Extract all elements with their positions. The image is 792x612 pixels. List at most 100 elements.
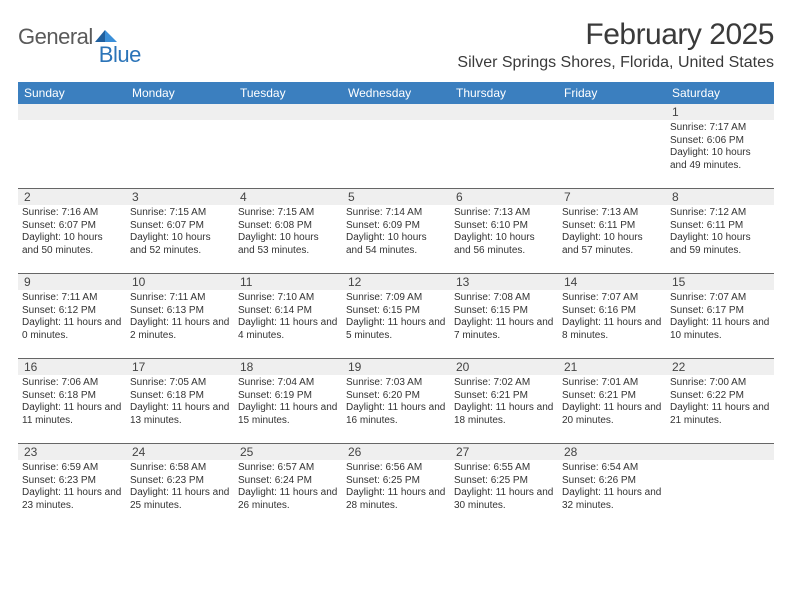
day-number: 28 [558, 444, 666, 460]
week-row: 1Sunrise: 7:17 AMSunset: 6:06 PMDaylight… [18, 104, 774, 189]
day-number: 27 [450, 444, 558, 460]
sunset-line: Sunset: 6:09 PM [346, 220, 446, 233]
top-row: General Blue February 2025 Silver Spring… [18, 18, 774, 72]
empty-day-band [666, 444, 774, 460]
day-cell: 23Sunrise: 6:59 AMSunset: 6:23 PMDayligh… [18, 444, 126, 528]
sunset-line: Sunset: 6:23 PM [130, 475, 230, 488]
day-detail: Sunrise: 7:13 AMSunset: 6:10 PMDaylight:… [454, 207, 554, 257]
daylight-line: Daylight: 10 hours and 50 minutes. [22, 232, 122, 257]
sunrise-line: Sunrise: 7:06 AM [22, 377, 122, 390]
sunrise-line: Sunrise: 7:03 AM [346, 377, 446, 390]
day-detail: Sunrise: 7:16 AMSunset: 6:07 PMDaylight:… [22, 207, 122, 257]
day-detail: Sunrise: 7:17 AMSunset: 6:06 PMDaylight:… [670, 122, 770, 172]
day-cell: 28Sunrise: 6:54 AMSunset: 6:26 PMDayligh… [558, 444, 666, 528]
day-cell: 18Sunrise: 7:04 AMSunset: 6:19 PMDayligh… [234, 359, 342, 443]
daylight-line: Daylight: 10 hours and 53 minutes. [238, 232, 338, 257]
day-cell: 13Sunrise: 7:08 AMSunset: 6:15 PMDayligh… [450, 274, 558, 358]
day-number: 23 [18, 444, 126, 460]
day-cell: 12Sunrise: 7:09 AMSunset: 6:15 PMDayligh… [342, 274, 450, 358]
empty-day-band [558, 104, 666, 120]
day-cell: 20Sunrise: 7:02 AMSunset: 6:21 PMDayligh… [450, 359, 558, 443]
day-header: Wednesday [342, 82, 450, 104]
sunset-line: Sunset: 6:19 PM [238, 390, 338, 403]
week-row: 23Sunrise: 6:59 AMSunset: 6:23 PMDayligh… [18, 444, 774, 528]
sunset-line: Sunset: 6:26 PM [562, 475, 662, 488]
day-number: 12 [342, 274, 450, 290]
sunrise-line: Sunrise: 7:11 AM [130, 292, 230, 305]
daylight-line: Daylight: 11 hours and 18 minutes. [454, 402, 554, 427]
day-cell: 10Sunrise: 7:11 AMSunset: 6:13 PMDayligh… [126, 274, 234, 358]
sunset-line: Sunset: 6:15 PM [454, 305, 554, 318]
day-number: 24 [126, 444, 234, 460]
daylight-line: Daylight: 11 hours and 10 minutes. [670, 317, 770, 342]
sunrise-line: Sunrise: 7:15 AM [238, 207, 338, 220]
day-cell: 4 Sunrise: 7:15 AMSunset: 6:08 PMDaylight… [234, 189, 342, 273]
sunset-line: Sunset: 6:06 PM [670, 135, 770, 148]
sunrise-line: Sunrise: 7:04 AM [238, 377, 338, 390]
day-header: Tuesday [234, 82, 342, 104]
day-header: Saturday [666, 82, 774, 104]
sunrise-line: Sunrise: 7:07 AM [562, 292, 662, 305]
day-number: 17 [126, 359, 234, 375]
day-cell: 22Sunrise: 7:00 AMSunset: 6:22 PMDayligh… [666, 359, 774, 443]
day-detail: Sunrise: 7:11 AMSunset: 6:12 PMDaylight:… [22, 292, 122, 342]
day-cell: 21Sunrise: 7:01 AMSunset: 6:21 PMDayligh… [558, 359, 666, 443]
sunset-line: Sunset: 6:18 PM [130, 390, 230, 403]
daylight-line: Daylight: 11 hours and 2 minutes. [130, 317, 230, 342]
day-number: 15 [666, 274, 774, 290]
day-cell: 8Sunrise: 7:12 AMSunset: 6:11 PMDaylight… [666, 189, 774, 273]
sunrise-line: Sunrise: 7:15 AM [130, 207, 230, 220]
day-detail: Sunrise: 7:06 AMSunset: 6:18 PMDaylight:… [22, 377, 122, 427]
sunset-line: Sunset: 6:21 PM [454, 390, 554, 403]
day-number: 14 [558, 274, 666, 290]
daylight-line: Daylight: 10 hours and 59 minutes. [670, 232, 770, 257]
sunrise-line: Sunrise: 7:09 AM [346, 292, 446, 305]
sunrise-line: Sunrise: 7:00 AM [670, 377, 770, 390]
day-number: 3 [126, 189, 234, 205]
sunset-line: Sunset: 6:18 PM [22, 390, 122, 403]
day-detail: Sunrise: 7:11 AMSunset: 6:13 PMDaylight:… [130, 292, 230, 342]
daylight-line: Daylight: 11 hours and 15 minutes. [238, 402, 338, 427]
day-cell: 11Sunrise: 7:10 AMSunset: 6:14 PMDayligh… [234, 274, 342, 358]
daylight-line: Daylight: 10 hours and 54 minutes. [346, 232, 446, 257]
day-header: Friday [558, 82, 666, 104]
weeks-container: 1Sunrise: 7:17 AMSunset: 6:06 PMDaylight… [18, 104, 774, 528]
sunset-line: Sunset: 6:13 PM [130, 305, 230, 318]
brand-word-1: General [18, 24, 93, 50]
day-number: 6 [450, 189, 558, 205]
sunset-line: Sunset: 6:24 PM [238, 475, 338, 488]
daylight-line: Daylight: 11 hours and 26 minutes. [238, 487, 338, 512]
sunrise-line: Sunrise: 7:10 AM [238, 292, 338, 305]
day-detail: Sunrise: 7:14 AMSunset: 6:09 PMDaylight:… [346, 207, 446, 257]
sunrise-line: Sunrise: 7:14 AM [346, 207, 446, 220]
day-detail: Sunrise: 6:58 AMSunset: 6:23 PMDaylight:… [130, 462, 230, 512]
calendar-page: General Blue February 2025 Silver Spring… [0, 0, 792, 538]
sunrise-line: Sunrise: 7:17 AM [670, 122, 770, 135]
day-number: 7 [558, 189, 666, 205]
day-detail: Sunrise: 7:07 AMSunset: 6:17 PMDaylight:… [670, 292, 770, 342]
day-cell: 6 Sunrise: 7:13 AMSunset: 6:10 PMDaylight… [450, 189, 558, 273]
sunrise-line: Sunrise: 7:07 AM [670, 292, 770, 305]
day-number: 11 [234, 274, 342, 290]
day-cell: 14Sunrise: 7:07 AMSunset: 6:16 PMDayligh… [558, 274, 666, 358]
day-cell: 25Sunrise: 6:57 AMSunset: 6:24 PMDayligh… [234, 444, 342, 528]
sunset-line: Sunset: 6:07 PM [22, 220, 122, 233]
day-detail: Sunrise: 7:15 AMSunset: 6:08 PMDaylight:… [238, 207, 338, 257]
brand-logo: General Blue [18, 18, 141, 50]
day-number: 21 [558, 359, 666, 375]
day-number: 4 [234, 189, 342, 205]
day-number: 26 [342, 444, 450, 460]
sunset-line: Sunset: 6:15 PM [346, 305, 446, 318]
day-number: 5 [342, 189, 450, 205]
day-cell: 5 Sunrise: 7:14 AMSunset: 6:09 PMDaylight… [342, 189, 450, 273]
sunrise-line: Sunrise: 7:05 AM [130, 377, 230, 390]
daylight-line: Daylight: 11 hours and 28 minutes. [346, 487, 446, 512]
empty-day-band [126, 104, 234, 120]
empty-day-band [18, 104, 126, 120]
day-cell [558, 104, 666, 188]
day-number: 8 [666, 189, 774, 205]
sunset-line: Sunset: 6:12 PM [22, 305, 122, 318]
daylight-line: Daylight: 10 hours and 57 minutes. [562, 232, 662, 257]
sunrise-line: Sunrise: 7:12 AM [670, 207, 770, 220]
week-row: 16Sunrise: 7:06 AMSunset: 6:18 PMDayligh… [18, 359, 774, 444]
